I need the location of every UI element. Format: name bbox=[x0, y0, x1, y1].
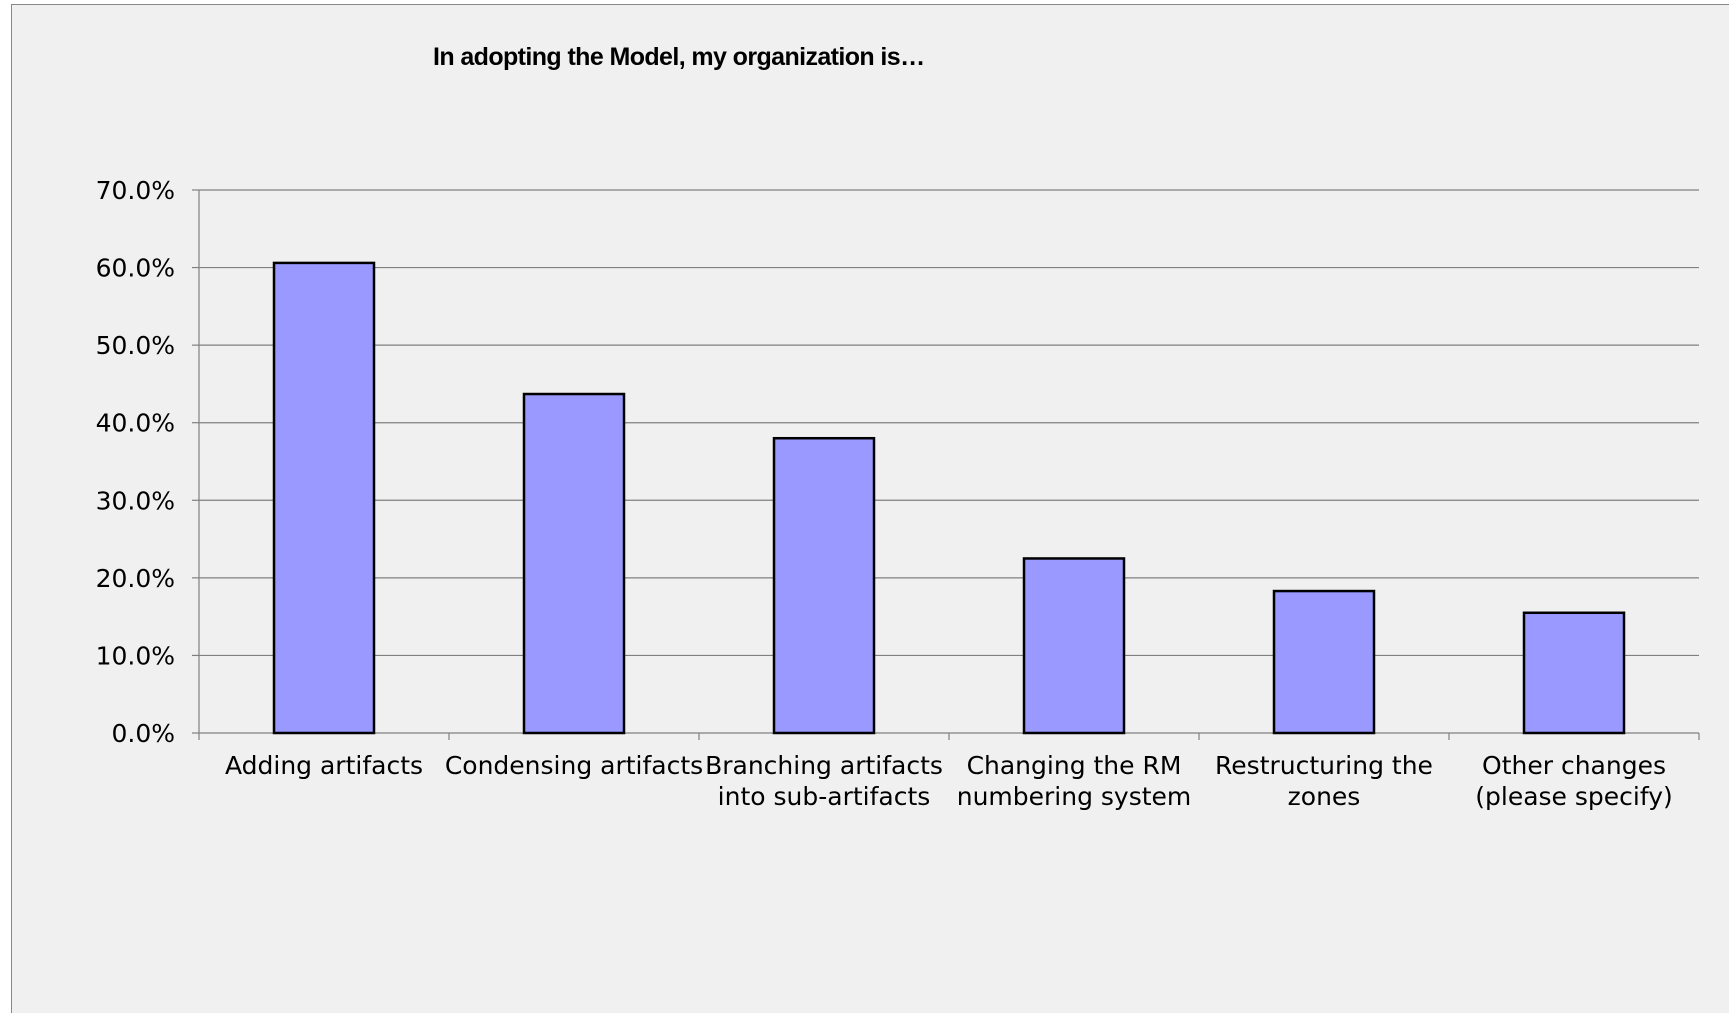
x-tick-label: Restructuring the bbox=[1215, 751, 1433, 780]
x-tick-label: zones bbox=[1288, 782, 1361, 811]
axes bbox=[192, 189, 1700, 740]
bar bbox=[772, 436, 876, 735]
y-tick-label: 0.0% bbox=[111, 719, 175, 748]
gridlines bbox=[199, 189, 1699, 657]
bar bbox=[522, 392, 626, 735]
x-tick-label: (please specify) bbox=[1475, 782, 1673, 811]
y-tick-label: 60.0% bbox=[96, 254, 175, 283]
y-tick-label: 10.0% bbox=[96, 641, 175, 670]
y-tick-label: 50.0% bbox=[96, 331, 175, 360]
y-tick-label: 30.0% bbox=[96, 486, 175, 515]
chart-title: In adopting the Model, my organization i… bbox=[433, 43, 925, 71]
bar bbox=[272, 261, 376, 735]
x-tick-label: Condensing artifacts bbox=[445, 751, 703, 780]
y-tick-label: 40.0% bbox=[96, 409, 175, 438]
x-tick-label: Other changes bbox=[1482, 751, 1666, 780]
x-tick-label: into sub-artifacts bbox=[718, 782, 931, 811]
x-tick-label: Changing the RM bbox=[967, 751, 1182, 780]
bar bbox=[1522, 611, 1626, 735]
y-tick-label: 70.0% bbox=[96, 176, 175, 205]
y-tick-labels: 0.0% 10.0% 20.0% 30.0% 40.0% 50.0% 60.0% 70.0% bbox=[96, 176, 175, 748]
x-tick-labels: Adding artifacts Condensing artifacts Bran… bbox=[225, 751, 1673, 811]
bars bbox=[272, 261, 1626, 735]
bar bbox=[1272, 589, 1376, 735]
bar bbox=[1022, 557, 1126, 735]
x-tick-label: Branching artifacts bbox=[705, 751, 943, 780]
y-tick-label: 20.0% bbox=[96, 564, 175, 593]
x-tick-label: numbering system bbox=[957, 782, 1192, 811]
x-tick-label: Adding artifacts bbox=[225, 751, 423, 780]
